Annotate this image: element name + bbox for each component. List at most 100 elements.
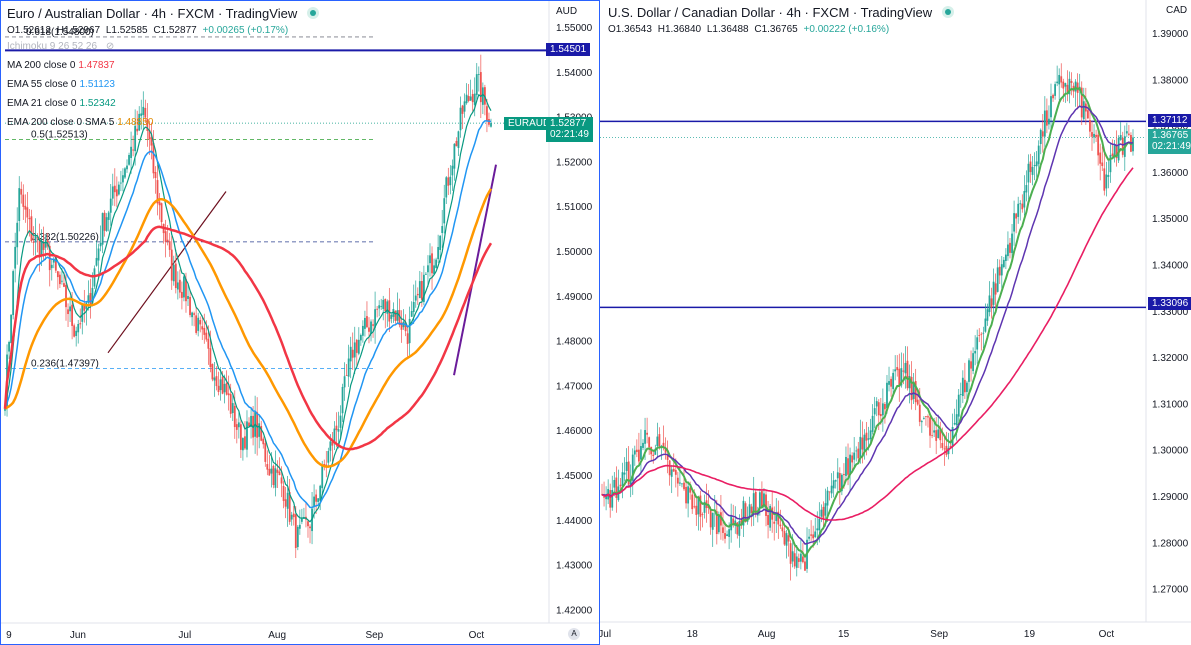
euraud-candle — [473, 77, 476, 117]
usdcad-candle — [982, 326, 985, 348]
usdcad-candle — [1074, 79, 1077, 107]
usdcad-candle — [1070, 72, 1073, 96]
indicator-ema200-sma[interactable]: EMA 200 close 0 SMA 5 1.48850 — [7, 117, 153, 128]
usdcad-candle — [853, 437, 856, 469]
usdcad-candle — [1002, 256, 1005, 269]
euraud-candle — [120, 170, 122, 192]
ohlc-low: L1.36488 — [706, 24, 749, 35]
price-tick-label: 1.45000 — [556, 471, 593, 482]
usdcad-candle — [1107, 160, 1110, 189]
usdcad-candle — [945, 431, 948, 457]
euraud-candle — [469, 79, 472, 101]
euraud-candle — [455, 137, 458, 147]
usdcad-candle — [845, 446, 847, 480]
euraud-chart-canvas[interactable]: 1.550001.540001.530001.520001.510001.500… — [1, 1, 600, 645]
euraud-candle — [422, 265, 425, 306]
euraud-candle — [172, 255, 175, 286]
usdcad-candle — [1009, 238, 1011, 259]
euraud-candle — [359, 333, 362, 346]
usdcad-candle — [963, 362, 966, 399]
symbol-tag: EURAUD — [504, 117, 555, 130]
bar-countdown: 02:21:49 — [1152, 141, 1191, 152]
time-tick-label: Jul — [600, 629, 611, 640]
euraud-candle — [429, 243, 431, 277]
euraud-candle — [345, 364, 348, 376]
euraud-candle — [191, 311, 193, 326]
euraud-candle — [105, 213, 108, 232]
usdcad-chart-panel[interactable]: 1.39000 1.38000 1.37000 1.36000 1.35000 1.340… — [600, 0, 1191, 645]
indicator-ma200[interactable]: MA 200 close 0 1.47837 — [7, 60, 115, 71]
euraud-candle — [488, 112, 490, 127]
euraud-candle — [475, 63, 478, 102]
euraud-candle — [260, 420, 263, 442]
usdcad-candle — [1050, 83, 1052, 134]
usdcad-candle — [892, 369, 895, 397]
usdcad-candle — [648, 436, 651, 455]
usdcad-candle — [615, 466, 618, 513]
euraud-candle — [331, 431, 334, 462]
usdcad-ohlc: O1.36543 H1.36840 L1.36488 C1.36765 +0.0… — [608, 24, 892, 35]
euraud-candle — [111, 173, 114, 206]
euraud-candle — [89, 278, 92, 319]
indicator-label: EMA 200 close 0 SMA 5 — [7, 117, 115, 128]
usdcad-candle — [676, 471, 679, 497]
usdcad-candle — [633, 445, 636, 466]
usdcad-candle — [838, 467, 841, 505]
usdcad-candle — [670, 464, 673, 494]
euraud-candle — [357, 327, 360, 356]
usdcad-chart-canvas[interactable]: 1.39000 1.38000 1.37000 1.36000 1.35000 1.340… — [600, 0, 1191, 645]
usdcad-candle — [920, 419, 923, 433]
ema55-line — [4, 120, 492, 509]
usdcad-candle — [859, 419, 862, 464]
euraud-candle — [203, 313, 206, 344]
usdcad-candle — [849, 447, 851, 492]
euraud-candle — [315, 489, 318, 514]
euraud-candle — [44, 234, 47, 261]
usdcad-candle — [980, 332, 983, 351]
euraud-title-text: Euro / Australian Dollar · 4h · FXCM · T… — [7, 6, 298, 21]
euraud-candle — [24, 194, 27, 223]
usdcad-candle — [1066, 70, 1069, 102]
usdcad-candle — [681, 483, 683, 488]
euraud-candle — [227, 375, 230, 411]
euraud-candle — [333, 421, 336, 450]
time-tick-label: Oct — [469, 630, 485, 641]
euraud-candle — [67, 303, 69, 327]
eye-off-icon[interactable]: ⊘ — [105, 41, 115, 52]
green-ma-line — [601, 86, 1134, 558]
usdcad-candle — [1015, 212, 1018, 234]
euraud-candle — [335, 412, 338, 448]
auto-scale-button[interactable]: A — [568, 628, 580, 640]
usdcad-candle — [1031, 156, 1034, 186]
euraud-candle — [59, 271, 61, 288]
usdcad-candle — [978, 328, 981, 343]
euraud-candle — [355, 338, 358, 367]
usdcad-candle — [822, 501, 825, 530]
euraud-candle — [16, 207, 19, 265]
euraud-candle — [467, 83, 470, 103]
indicator-ichimoku-label[interactable]: Ichimoku 9 26 52 26 ⊘ — [7, 41, 114, 52]
euraud-candle — [223, 374, 226, 404]
time-tick-label: 19 — [1024, 629, 1036, 640]
price-tick-label: 1.47000 — [556, 381, 593, 392]
euraud-candle — [443, 184, 446, 234]
price-tick-label: 1.38000 — [1152, 75, 1189, 86]
euraud-chart-panel[interactable]: 1.550001.540001.530001.520001.510001.500… — [0, 0, 600, 645]
usdcad-candle — [908, 364, 911, 404]
price-tick-label: 1.51000 — [556, 202, 593, 213]
usdcad-candle — [601, 483, 603, 496]
euraud-candle — [453, 143, 456, 181]
usdcad-candle — [1058, 68, 1061, 101]
indicator-ema55[interactable]: EMA 55 close 0 1.51123 — [7, 79, 115, 90]
price-tick-label: 1.46000 — [556, 426, 593, 437]
euraud-candle — [195, 307, 198, 335]
euraud-candle — [266, 450, 269, 476]
usdcad-candle — [961, 370, 964, 404]
indicator-ema21[interactable]: EMA 21 close 0 1.52342 — [7, 98, 116, 109]
usdcad-candle — [1000, 255, 1003, 290]
usdcad-candle — [781, 522, 784, 538]
usdcad-candle — [898, 353, 901, 402]
euraud-candle — [79, 308, 82, 329]
euraud-candle — [364, 310, 366, 337]
usdcad-candle — [642, 439, 644, 451]
